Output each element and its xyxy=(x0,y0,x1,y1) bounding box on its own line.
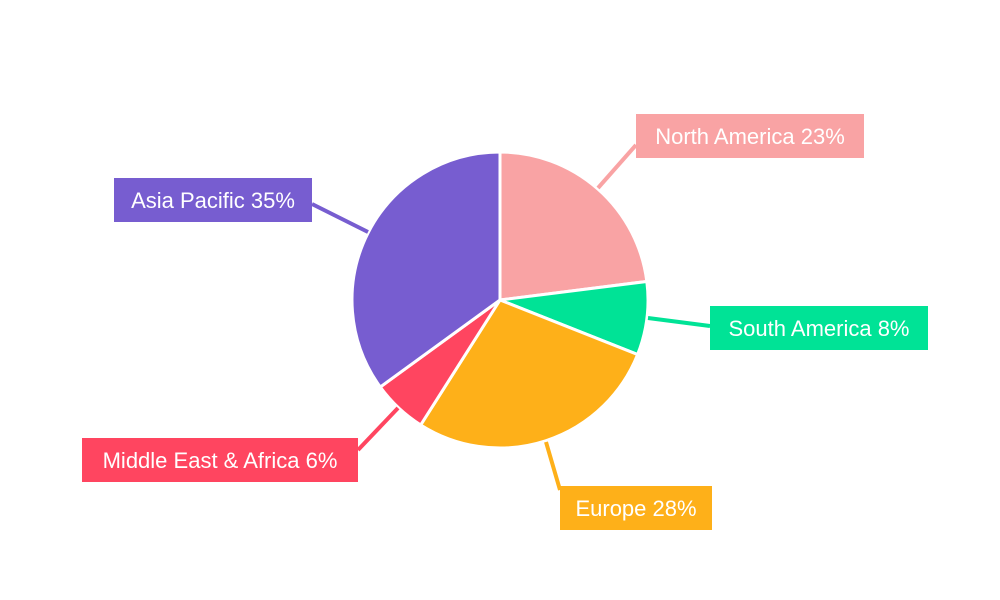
data-label-box xyxy=(82,438,358,482)
data-label: North America 23% xyxy=(636,114,864,158)
label-connector xyxy=(311,202,369,234)
label-connector xyxy=(647,316,711,328)
pie-slice-north-america[interactable] xyxy=(498,150,649,302)
data-label-text: Middle East & Africa 6% xyxy=(103,448,338,473)
data-label-text: North America 23% xyxy=(655,124,845,149)
data-label: Europe 28% xyxy=(560,486,712,530)
data-label-text: South America 8% xyxy=(729,316,910,341)
data-label-text: Europe 28% xyxy=(575,496,696,521)
data-label-box xyxy=(560,486,712,530)
data-label: Middle East & Africa 6% xyxy=(82,438,358,482)
label-connector xyxy=(596,143,638,190)
data-label: Asia Pacific 35% xyxy=(114,178,312,222)
pie-slice-asia-pacific[interactable] xyxy=(350,150,502,389)
label-connector xyxy=(356,406,400,452)
label-connector xyxy=(544,441,562,491)
pie-slice-europe[interactable] xyxy=(419,298,640,450)
data-label-box xyxy=(636,114,864,158)
data-label-box xyxy=(114,178,312,222)
data-label: South America 8% xyxy=(710,306,928,350)
data-label-box xyxy=(710,306,928,350)
data-label-text: Asia Pacific 35% xyxy=(131,188,295,213)
